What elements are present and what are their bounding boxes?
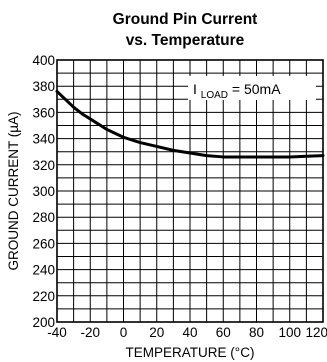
y-tick-label: 320 [32,158,55,173]
annotation-label: I LOAD = 50mA [193,81,281,101]
plot-frame [56,59,324,323]
x-tick-label: 120 [305,325,327,340]
y-axis-label: GROUND CURRENT (µA) [6,111,21,270]
chart-title-line-1: Ground Pin Current [113,11,258,28]
y-tick-label: 200 [32,315,55,330]
x-tick-label: 60 [216,325,231,340]
annotation-main: I [193,81,197,97]
chart-title-line-2: vs. Temperature [126,32,245,49]
y-tick-label: 220 [32,289,55,304]
x-tick-label: -40 [47,325,67,340]
y-tick-label: 300 [32,184,55,199]
x-axis-label: TEMPERATURE (°C) [126,345,255,360]
y-tick-label: 240 [32,263,55,278]
y-tick-label: 400 [32,53,55,68]
annotation-subscript: LOAD [201,90,228,101]
x-tick-label: 80 [249,325,264,340]
annotation: I LOAD = 50mA [188,76,316,101]
x-tick-label: 40 [182,325,197,340]
y-tick-label: 380 [32,79,55,94]
x-tick-label: 0 [120,325,128,340]
y-tick-label: 360 [32,105,55,120]
x-tick-label: 20 [149,325,164,340]
tick-labels: -40 -20 0 20 40 60 80 100 120 200 220 240 260 280 300 3… [32,53,327,340]
series-line [55,89,325,159]
y-tick-label: 280 [32,210,55,225]
y-tick-label: 340 [32,132,55,147]
x-tick-label: -20 [80,325,100,340]
annotation-rest: = 50mA [232,81,281,97]
annotation-box [188,76,316,100]
y-tick-label: 260 [32,236,55,251]
x-tick-label: 100 [278,325,301,340]
